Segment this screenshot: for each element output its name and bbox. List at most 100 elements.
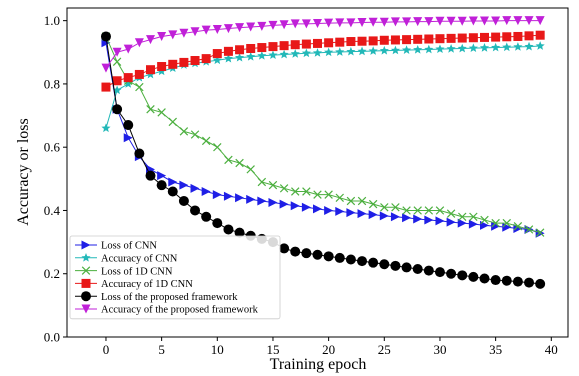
data-point xyxy=(446,16,456,26)
legend-item: Loss of CNN xyxy=(75,240,157,252)
data-point xyxy=(201,54,211,64)
data-point xyxy=(346,196,356,206)
y-axis: 0.0 0.2 0.4 0.6 0.8 1.0 xyxy=(44,13,67,345)
data-point xyxy=(257,177,267,187)
data-point xyxy=(257,21,267,31)
y-tick-label: 0.8 xyxy=(44,76,60,91)
series-line xyxy=(105,45,541,129)
data-point xyxy=(379,259,390,270)
data-point xyxy=(424,206,434,215)
data-point xyxy=(290,49,300,58)
data-point xyxy=(402,45,412,54)
data-point xyxy=(379,35,389,45)
data-point xyxy=(468,43,478,53)
data-point xyxy=(512,276,523,287)
data-point xyxy=(112,76,122,86)
data-point xyxy=(501,275,512,286)
y-tick-label: 0.2 xyxy=(44,266,60,281)
data-point xyxy=(423,265,434,276)
data-point xyxy=(345,254,356,265)
data-point xyxy=(157,62,167,72)
x-tick-label: 35 xyxy=(489,342,502,357)
data-point xyxy=(246,22,256,32)
series-line xyxy=(105,34,541,88)
data-point xyxy=(101,63,111,73)
data-point xyxy=(346,208,356,218)
data-point xyxy=(424,17,434,27)
data-point xyxy=(357,18,367,28)
data-point xyxy=(380,203,389,212)
data-point xyxy=(491,218,500,228)
data-point xyxy=(480,220,489,230)
data-point xyxy=(446,268,457,279)
data-point xyxy=(379,45,389,55)
data-point xyxy=(157,171,167,181)
data-point xyxy=(535,16,545,26)
data-point xyxy=(346,18,356,28)
legend-marker xyxy=(81,278,91,288)
y-tick-label: 1.0 xyxy=(44,13,60,28)
data-point xyxy=(135,82,144,92)
data-point xyxy=(379,211,389,221)
x-tick-label: 25 xyxy=(378,342,391,357)
series-line xyxy=(105,42,541,234)
data-point xyxy=(201,25,211,35)
y-tick-label: 0.0 xyxy=(44,330,60,345)
data-point xyxy=(424,215,434,225)
data-point xyxy=(313,19,322,29)
data-point xyxy=(101,123,111,133)
data-point xyxy=(279,41,289,51)
data-point xyxy=(134,38,144,48)
data-point xyxy=(446,217,456,227)
legend-marker xyxy=(81,291,91,302)
data-point xyxy=(313,204,322,214)
data-point xyxy=(413,44,423,54)
data-point xyxy=(491,16,501,26)
data-point xyxy=(412,263,423,274)
data-point xyxy=(434,267,445,278)
data-point xyxy=(235,23,245,33)
data-point xyxy=(257,43,267,53)
data-point xyxy=(302,187,311,196)
data-point xyxy=(435,34,445,44)
data-point xyxy=(301,202,311,212)
data-point xyxy=(535,30,545,40)
data-point xyxy=(312,48,323,57)
data-point xyxy=(457,43,467,53)
data-point xyxy=(279,20,289,30)
series-line xyxy=(105,20,541,69)
data-point xyxy=(234,227,245,238)
data-point xyxy=(535,41,545,50)
data-point xyxy=(513,223,523,233)
data-point xyxy=(146,65,155,75)
series-3 xyxy=(101,30,545,92)
plot-area xyxy=(66,7,569,338)
data-point xyxy=(368,17,378,27)
x-tick-label: 0 xyxy=(103,342,110,357)
data-point xyxy=(502,32,512,42)
data-point xyxy=(279,49,289,59)
data-point xyxy=(334,252,345,263)
data-point xyxy=(123,79,133,88)
data-point xyxy=(223,224,234,235)
data-point xyxy=(368,199,378,209)
data-point xyxy=(413,34,423,44)
data-point xyxy=(468,271,479,282)
data-point xyxy=(223,191,233,201)
data-point xyxy=(179,127,189,136)
series-line xyxy=(105,36,541,234)
data-point xyxy=(324,18,334,28)
data-point xyxy=(246,43,256,53)
data-point xyxy=(524,277,535,288)
legend-item: Loss of 1D CNN xyxy=(75,266,173,277)
y-axis-label: Accuracy or loss xyxy=(15,118,32,226)
data-point xyxy=(446,33,456,43)
data-point xyxy=(201,211,212,222)
series-0 xyxy=(101,38,545,238)
series-1 xyxy=(101,41,545,133)
x-tick-label: 5 xyxy=(158,342,165,357)
data-point xyxy=(324,47,334,57)
data-point xyxy=(502,218,511,228)
data-point xyxy=(535,278,546,289)
